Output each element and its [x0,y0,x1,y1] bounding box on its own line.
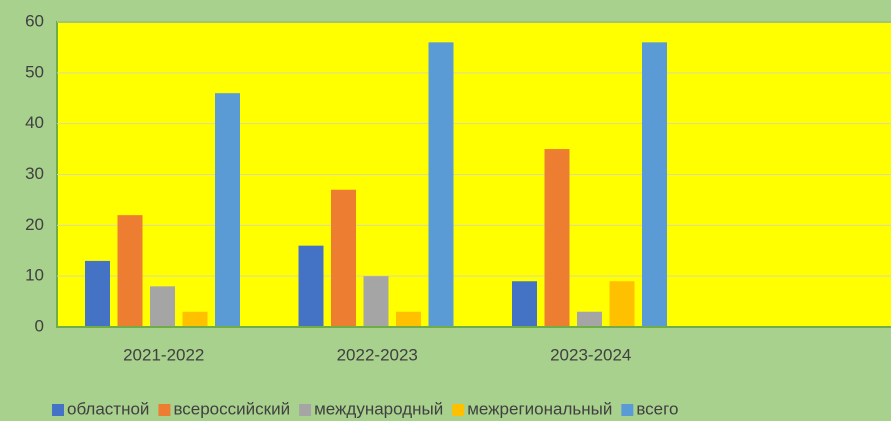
y-tick-label: 60 [25,11,44,30]
y-tick-label: 40 [25,113,44,132]
bar [85,260,110,327]
bar [182,311,208,327]
legend-label: всего [636,399,678,418]
y-tick-label: 50 [25,62,44,81]
y-tick-label: 0 [35,316,44,335]
legend-swatch [452,404,465,416]
x-tick-label: 2022-2023 [337,345,418,364]
bar [609,281,635,327]
bar [396,311,421,327]
bar [428,42,454,327]
legend-label: областной [67,399,149,418]
bar [363,276,389,327]
legend-swatch [52,404,64,416]
legend-label: межрегиональный [467,399,612,418]
y-tick-label: 30 [25,164,44,183]
bar [215,93,240,328]
legend-label: всероссийский [173,399,290,418]
bar [298,245,324,327]
bar [642,42,667,327]
bar [577,311,602,327]
legend-label: международный [314,399,443,418]
x-tick-label: 2023-2024 [550,345,631,364]
bar [512,281,537,327]
bar [544,149,570,327]
bar [331,189,356,327]
x-tick-label: 2021-2022 [123,345,204,364]
y-tick-label: 10 [25,266,44,285]
legend-swatch [299,404,312,416]
legend-swatch [158,404,171,416]
y-tick-label: 20 [25,215,44,234]
legend-swatch [621,404,634,416]
bar [117,215,143,327]
bar [150,286,175,327]
